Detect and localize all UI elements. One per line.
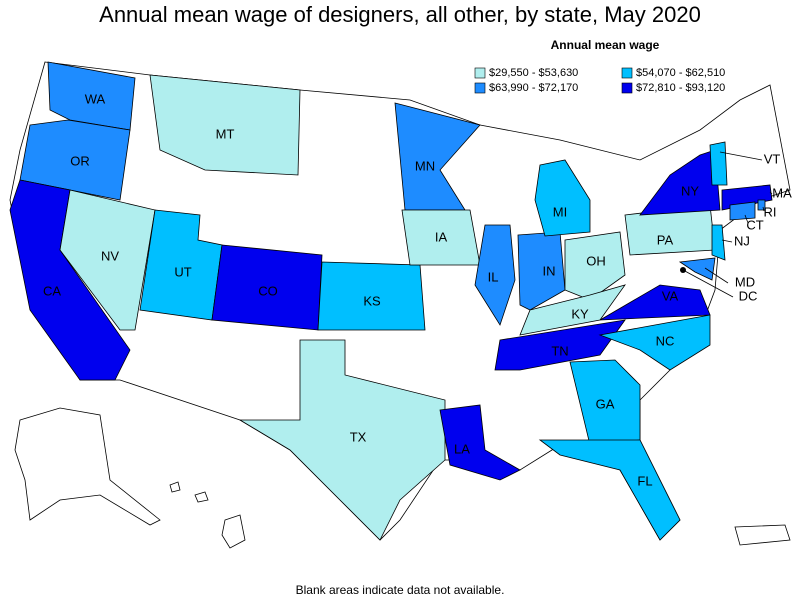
state-label: GA <box>596 396 615 411</box>
map-title: Annual mean wage of designers, all other… <box>99 2 701 27</box>
state-label: IA <box>435 229 448 244</box>
state-shape <box>729 201 756 221</box>
state-label: WA <box>85 91 106 106</box>
state-label: OR <box>70 153 90 168</box>
leader-line <box>769 191 773 195</box>
state-shape <box>238 339 446 541</box>
state-label: VA <box>662 288 679 303</box>
state-label: OH <box>586 253 606 268</box>
hawaii-island <box>221 514 246 549</box>
state-label: MI <box>553 204 567 219</box>
state-shape <box>317 261 426 331</box>
state-label: NV <box>101 248 119 263</box>
state-label: FL <box>637 473 652 488</box>
legend-label: $63,990 - $72,170 <box>489 82 578 94</box>
state-label: MA <box>772 185 792 200</box>
state-label: IL <box>488 269 499 284</box>
state-shape <box>494 319 626 371</box>
state-shape <box>394 102 481 211</box>
leader-line <box>762 206 765 212</box>
state-shape <box>474 224 516 326</box>
state-shape <box>534 159 591 237</box>
legend-swatch <box>474 67 486 79</box>
hawaii-island <box>169 481 181 493</box>
state-label: TX <box>350 429 367 444</box>
state-label: MT <box>216 126 235 141</box>
state-label: KY <box>571 306 589 321</box>
state-shape <box>599 284 711 321</box>
legend-swatch <box>621 82 633 94</box>
state-shape <box>639 149 721 216</box>
state-shape <box>59 189 156 331</box>
leader-line <box>719 151 763 161</box>
legend-swatch <box>621 67 633 79</box>
state-label: DC <box>739 288 758 303</box>
state-shape <box>678 257 716 281</box>
state-shape <box>19 119 131 201</box>
footnote: Blank areas indicate data not available. <box>296 583 505 597</box>
state-shape <box>519 284 626 336</box>
state-label: MD <box>735 274 755 289</box>
state-label: IN <box>543 263 556 278</box>
state-label: CO <box>258 283 278 298</box>
state-label: RI <box>764 204 777 219</box>
legend-label: $72,810 - $93,120 <box>636 82 725 94</box>
state-shape <box>564 231 626 301</box>
state-shape <box>538 439 681 541</box>
leader-line <box>682 269 734 298</box>
leader-line <box>721 239 733 243</box>
legend-title: Annual mean wage <box>551 38 660 52</box>
state-shape <box>709 141 728 186</box>
leader-line <box>744 214 749 224</box>
state-shape <box>598 314 711 371</box>
hawaii-island <box>194 491 209 503</box>
state-label: TN <box>551 343 568 358</box>
state-label: CA <box>43 283 61 298</box>
state-label: NJ <box>734 233 750 248</box>
state-label: MN <box>415 158 435 173</box>
state-label: UT <box>174 264 191 279</box>
state-label: NY <box>681 183 699 198</box>
state-label: KS <box>363 293 381 308</box>
state-shape <box>721 184 773 211</box>
state-label: VT <box>764 151 781 166</box>
legend-label: $29,550 - $53,630 <box>489 67 578 79</box>
state-shape <box>149 74 301 176</box>
legend-label: $54,070 - $62,510 <box>636 67 725 79</box>
state-shape <box>439 404 521 481</box>
leader-line <box>704 267 729 284</box>
state-shape <box>569 359 641 446</box>
legend-swatch <box>474 82 486 94</box>
puerto-rico-outline <box>734 524 791 546</box>
state-label: CT <box>746 217 763 232</box>
state-shape <box>711 224 726 261</box>
state-label: PA <box>657 232 674 247</box>
state-label: NC <box>656 333 675 348</box>
state-label: LA <box>454 441 470 456</box>
alaska-outline <box>14 407 161 526</box>
hawaii-outline <box>169 481 246 549</box>
